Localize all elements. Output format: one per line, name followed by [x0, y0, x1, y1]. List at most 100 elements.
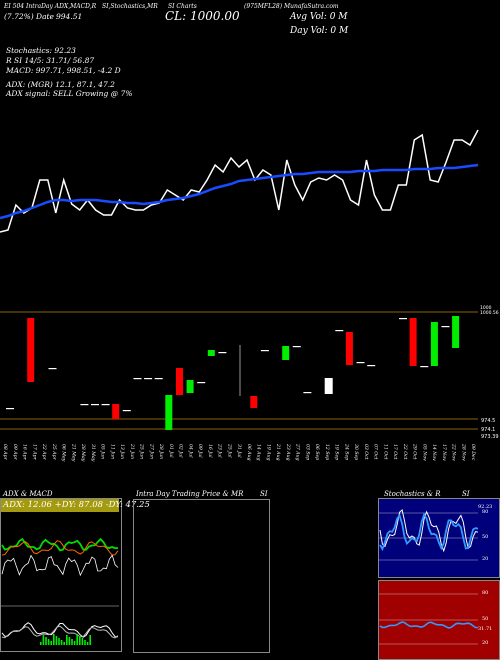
stoch-level-50: 50 [482, 534, 488, 540]
price-top-label2: 1000.56 [480, 310, 499, 316]
x-label-9: 31 May [90, 444, 96, 462]
macd-readout: MACD: 997.71, 998.51, -4.2 D [6, 66, 121, 75]
x-label-22: 23 Jul [217, 443, 223, 458]
x-label-44: 14 Nov [431, 444, 437, 461]
macd-hist-6 [55, 636, 58, 645]
rsi-lines [379, 593, 479, 645]
x-label-30: 27 Aug [295, 443, 301, 461]
adx-signal: ADX signal: SELL Growing @ 7% [6, 89, 133, 98]
x-label-24: 31 Jul [236, 444, 242, 458]
x-label-29: 23 Aug [285, 443, 291, 461]
candle-8 [133, 378, 142, 380]
candle-30 [430, 322, 438, 366]
x-label-38: 07 Oct [373, 444, 379, 460]
candle-7 [122, 410, 131, 412]
x-label-32: 06 Sep [314, 444, 320, 460]
stoch-k-line [379, 508, 479, 553]
candle-26 [367, 365, 376, 367]
macd-hist-13 [73, 641, 76, 645]
x-label-45: 17 Nov [441, 444, 447, 461]
x-axis-labels: 08 Apr 09 Apr 16 Apr 17 Apr 22 Apr 25 Apr 06 M… [2, 443, 476, 462]
x-label-36: 30 Sep [353, 444, 359, 460]
x-label-35: 24 Sep [343, 443, 349, 460]
candle-17 [250, 396, 258, 408]
lines-group [0, 129, 479, 233]
candle-27 [399, 318, 407, 320]
x-label-48: 09 Dec [470, 444, 476, 461]
x-label-31: 03 Sep [304, 444, 310, 460]
x-label-39: 11 Oct [382, 444, 388, 460]
x-label-23: 25 Jul [226, 443, 232, 458]
candle-5 [101, 404, 110, 406]
x-label-16: 28 Jun [158, 443, 164, 459]
x-label-25: 06 Aug [246, 444, 252, 461]
x-label-33: 12 Sep [324, 444, 330, 460]
adx-lines [1, 537, 119, 607]
candle-32 [452, 316, 460, 348]
candle-4 [91, 404, 99, 406]
x-label-17: 01 Jul [168, 444, 174, 458]
header-line1-mid: SI,Stochastics,MR [102, 3, 158, 10]
header-line1-mid2: SI Charts [168, 3, 197, 10]
macd-hist-1 [42, 635, 45, 645]
x-label-47: 28 Nov [461, 443, 467, 461]
candle-13 [186, 380, 194, 393]
adx-panel-title: ADX & MACD [3, 490, 53, 498]
x-label-46: 22 Nov [451, 443, 457, 461]
adx-readout: ADX: (MGR) 12.1, 87.1, 47.2 [6, 80, 115, 89]
header-line1: EI 504 IntraDay ADX,MACD,R [4, 3, 96, 10]
rsi-value-label: 31.71 [478, 626, 492, 632]
macd-hist-2 [45, 637, 47, 645]
header-title-prefix: (7.72%) Date [4, 12, 54, 21]
intraday-panel-si: SI [260, 490, 268, 498]
macd-hist-18 [86, 642, 89, 645]
intraday-panel [133, 499, 270, 653]
adx-minus-line [1, 540, 119, 556]
series-line-price [0, 129, 479, 233]
x-label-26: 14 Aug [256, 444, 262, 461]
intraday-panel-title: Intra Day Trading Price & MR [136, 490, 244, 498]
x-label-13: 21 Jun [129, 443, 135, 459]
candle-21 [303, 392, 312, 394]
macd-hist-3 [47, 639, 50, 645]
stoch-panel-title: Stochastics & R [384, 490, 441, 498]
header-ohlc: 994.51 [56, 12, 83, 21]
macd-hist-10 [66, 635, 68, 645]
candle-31 [441, 326, 450, 328]
x-label-10: 05 Jun [100, 444, 106, 459]
adx-plus-line [1, 537, 119, 552]
candle-6 [112, 404, 120, 419]
x-label-28: 21 Aug [275, 443, 281, 461]
stoch-level-80: 80 [482, 509, 488, 515]
stoch-lines [379, 508, 479, 561]
macd-hist-17 [84, 640, 86, 645]
candle-18 [260, 350, 269, 352]
adx-panel: ADX: 12.06 +DY: 87.08 -DY: 47.25 [0, 498, 150, 652]
price-low-label: 974.5 [481, 418, 495, 424]
candle-0 [6, 408, 14, 410]
stoch-readout: Stochastics: 92.23 [6, 46, 76, 55]
price-top-label: 1000 [480, 305, 492, 311]
x-label-1: 09 Apr [12, 444, 18, 461]
candle-23 [335, 330, 344, 332]
candle-14 [197, 382, 206, 384]
macd-hist-12 [71, 639, 73, 645]
x-label-42: 29 Oct [412, 443, 418, 460]
x-label-40: 17 Oct [392, 444, 398, 460]
x-label-37: 03 Oct [363, 444, 369, 460]
candle-28 [409, 318, 417, 366]
candle-11 [165, 395, 173, 430]
adx-line [1, 554, 119, 577]
x-label-21: 16 Jul [207, 444, 213, 458]
adx-values: ADX: 12.06 +DY: 87.08 -DY: 47.25 [3, 500, 150, 510]
rsi-level-80: 80 [482, 590, 488, 596]
x-label-3: 17 Apr [31, 444, 37, 461]
day-vol: Day Vol: 0 M [290, 26, 349, 36]
macd-hist-16 [81, 638, 84, 645]
candle-2 [48, 368, 57, 370]
candle-20 [292, 346, 301, 348]
rsi-level-50: 50 [482, 616, 488, 622]
candle-16 [218, 352, 227, 354]
